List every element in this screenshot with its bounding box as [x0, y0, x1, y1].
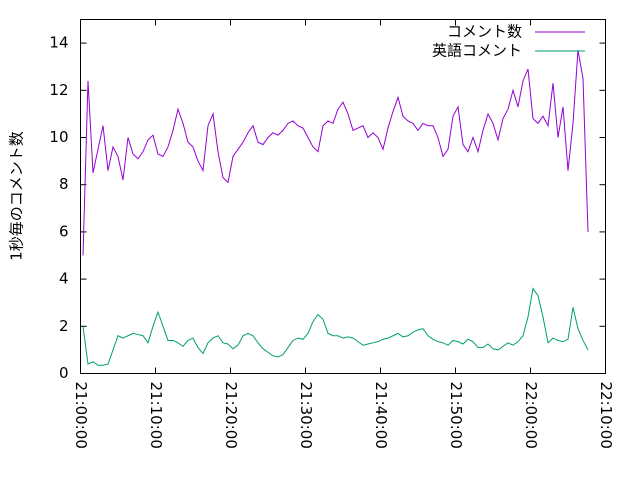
x-tick-label: 21:10:00 [147, 382, 165, 449]
line-series [82, 50, 589, 256]
x-tick-label: 22:00:00 [522, 382, 540, 449]
y-tick-label: 0 [59, 364, 69, 382]
y-tick-label: 6 [59, 222, 69, 240]
x-tick-label: 21:20:00 [222, 382, 240, 449]
y-tick-label: 2 [59, 317, 69, 335]
y-tick-label: 10 [49, 128, 68, 146]
y-tick-label: 12 [49, 81, 68, 99]
y-tick-label: 8 [59, 175, 69, 193]
y-tick-label: 14 [49, 34, 68, 52]
x-tick-label: 21:30:00 [297, 382, 315, 449]
legend-label: 英語コメント [432, 42, 522, 60]
x-tick-label: 21:40:00 [372, 382, 390, 449]
x-tick-label: 21:00:00 [72, 382, 90, 449]
plot-frame [80, 19, 606, 374]
y-axis-label: 1秒毎のコメント数 [8, 131, 26, 261]
legend-label: コメント数 [447, 23, 522, 41]
line-series [82, 287, 589, 366]
x-tick-label: 21:50:00 [447, 382, 465, 449]
x-tick-label: 22:10:00 [597, 382, 615, 449]
y-tick-label: 4 [59, 270, 69, 288]
